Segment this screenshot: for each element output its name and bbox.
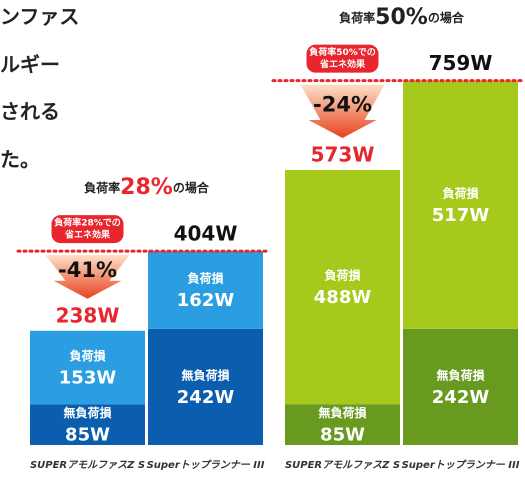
intro-line: ルギー	[0, 53, 60, 77]
bar-segment	[285, 169, 400, 405]
total-label: 238W	[56, 303, 120, 327]
bar-segment	[403, 80, 518, 329]
title-rate: 28%	[120, 175, 173, 200]
segment-value: 153W	[59, 367, 117, 388]
segment-value: 162W	[177, 290, 235, 311]
segment-name: 負荷損	[324, 268, 361, 283]
badge	[51, 215, 124, 244]
chart-title: 負荷率28%の場合	[84, 175, 210, 200]
segment-name: 負荷損	[187, 270, 224, 285]
title-suffix: の場合	[173, 180, 210, 195]
segment-value: 85W	[320, 425, 365, 446]
segment-name: 負荷損	[69, 348, 106, 363]
bar-segment	[30, 404, 145, 445]
intro-line: される	[0, 100, 60, 124]
badge-line: 負荷率28%での	[54, 217, 121, 229]
reduction-arrow	[300, 84, 385, 138]
reduction-arrow	[45, 255, 130, 299]
bar-segment	[148, 251, 263, 329]
intro-line: ンファス	[0, 5, 79, 29]
segment-value: 517W	[432, 205, 490, 226]
category-logo: SUPERアモルファスZ S	[30, 460, 145, 471]
reduction-label: -41%	[58, 258, 117, 282]
segment-name: 無負荷損	[436, 367, 485, 382]
segment-value: 488W	[314, 287, 372, 308]
title-suffix: の場合	[428, 10, 465, 25]
bar-segment	[285, 404, 400, 445]
bar-segment	[403, 328, 518, 445]
category-logo: Superトップランナー III	[147, 459, 265, 471]
segment-value: 85W	[65, 425, 110, 446]
segment-name: 負荷損	[442, 185, 479, 200]
bar-segment	[148, 328, 263, 445]
badge-line: 負荷率50%での	[309, 46, 376, 58]
badge-line: 省エネ効果	[64, 229, 111, 241]
title-rate: 50%	[375, 5, 428, 30]
bar-segment	[30, 330, 145, 405]
total-label: 759W	[429, 51, 493, 75]
category-logo: Superトップランナー III	[402, 459, 520, 471]
title-prefix: 負荷率	[84, 180, 120, 195]
badge	[306, 44, 379, 73]
total-label: 404W	[174, 222, 238, 246]
title-prefix: 負荷率	[339, 10, 375, 25]
segment-value: 242W	[177, 387, 235, 408]
chart-title: 負荷率50%の場合	[339, 5, 465, 30]
segment-name: 無負荷損	[63, 405, 112, 420]
segment-value: 242W	[432, 387, 490, 408]
intro-line: た。	[0, 148, 40, 172]
segment-name: 無負荷損	[318, 405, 367, 420]
badge-line: 省エネ効果	[319, 58, 366, 70]
segment-name: 無負荷損	[181, 367, 230, 382]
total-label: 573W	[311, 142, 375, 166]
reduction-label: -24%	[313, 92, 372, 116]
category-logo: SUPERアモルファスZ S	[285, 460, 400, 471]
